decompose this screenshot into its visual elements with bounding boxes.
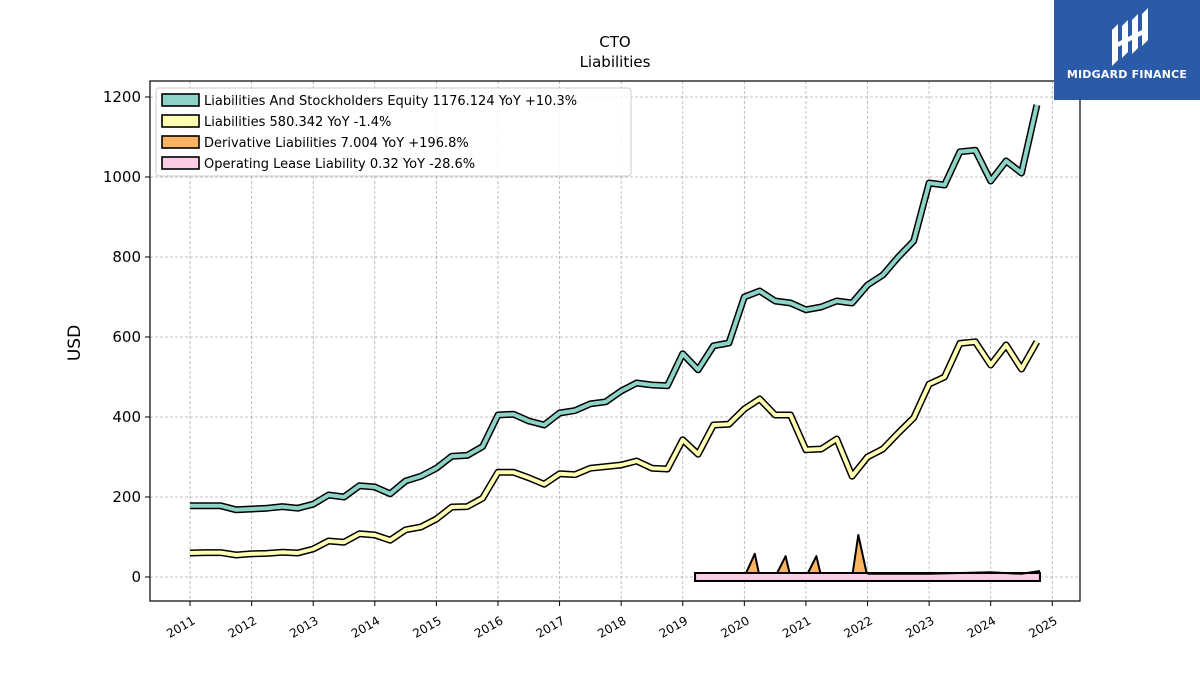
plot-frame — [149, 80, 1081, 602]
brand-logo-icon — [1112, 8, 1148, 66]
x-tick-label: 2011 — [164, 613, 197, 640]
y-tick-label: 400 — [112, 408, 141, 426]
x-tick-label: 2021 — [780, 613, 813, 640]
series-2 — [697, 534, 869, 578]
brand-name: MIDGARD FINANCE — [1066, 68, 1188, 81]
legend-box — [155, 87, 632, 177]
series-line — [189, 339, 1039, 557]
x-tick-label: 2025 — [1026, 613, 1059, 640]
x-tick-label: 2013 — [287, 613, 320, 640]
y-tick-label: 200 — [112, 488, 141, 506]
derivative-liabilities-area — [697, 534, 869, 578]
y-tick-label: 800 — [112, 248, 141, 266]
y-tick-label: 1000 — [103, 168, 141, 186]
legend-swatch — [161, 114, 200, 128]
legend-entry: Liabilities And Stockholders Equity 1176… — [204, 94, 577, 109]
legend-entry: Liabilities 580.342 YoY -1.4% — [204, 115, 391, 130]
legend-swatch — [161, 93, 200, 107]
series-layer — [189, 104, 1041, 582]
y-tick-label: 600 — [112, 328, 141, 346]
x-tick-label: 2014 — [349, 613, 382, 640]
legend-entry: Derivative Liabilities 7.004 YoY +196.8% — [204, 136, 469, 151]
series-outline — [189, 338, 1040, 559]
y-tick-label: 0 — [131, 568, 141, 586]
x-tick-label: 2015 — [410, 613, 443, 640]
legend-entry: Operating Lease Liability 0.32 YoY -28.6… — [204, 157, 475, 172]
x-tick-label: 2012 — [226, 613, 259, 640]
x-tick-label: 2024 — [965, 613, 998, 640]
x-tick-label: 2018 — [595, 613, 628, 640]
series-0 — [190, 104, 1041, 514]
legend: Liabilities And Stockholders Equity 1176… — [155, 87, 632, 177]
x-tick-label: 2023 — [903, 613, 936, 640]
y-tick-label: 1200 — [103, 88, 141, 106]
small-black-series-line — [867, 570, 1041, 575]
legend-swatch — [161, 156, 200, 170]
x-tick-label: 2020 — [718, 613, 751, 640]
x-tick-label: 2016 — [472, 613, 505, 640]
series-line — [190, 104, 1039, 512]
x-tick-label: 2019 — [657, 613, 690, 640]
y-axis-label: USD — [65, 325, 85, 361]
x-tick-label: 2022 — [842, 613, 875, 640]
brand-logo: MIDGARD FINANCE — [1054, 0, 1200, 100]
legend-swatch — [161, 135, 200, 149]
series-1 — [189, 338, 1040, 559]
chart-title: CTO — [599, 33, 630, 51]
chart-subtitle: Liabilities — [580, 53, 651, 71]
x-tick-label: 2017 — [534, 613, 567, 640]
